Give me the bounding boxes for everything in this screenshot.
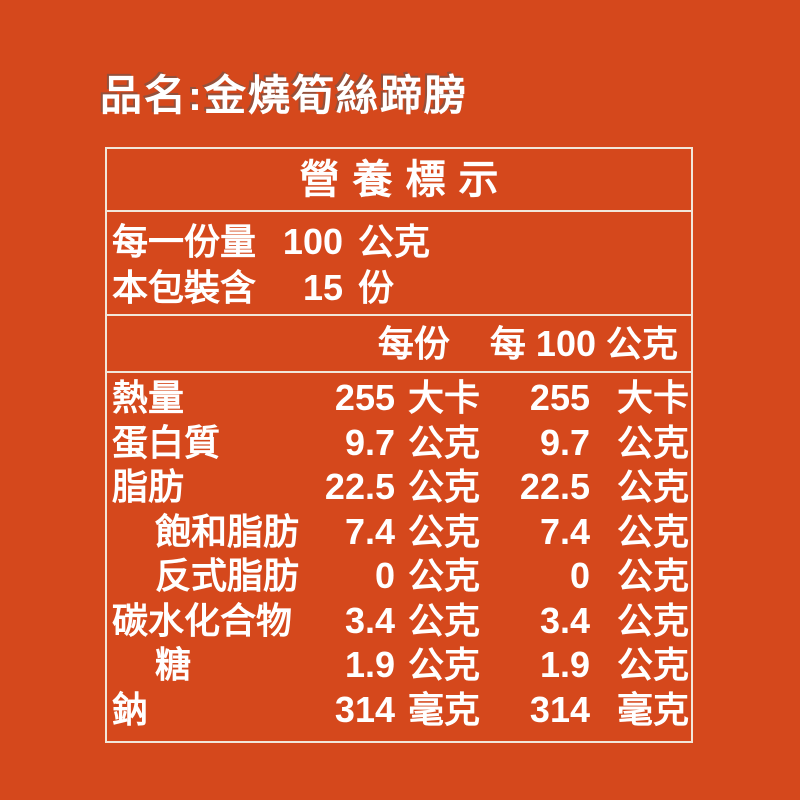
column-header-per-100g: 每 100 公克: [489, 323, 678, 364]
per-100g-unit: 公克: [617, 644, 690, 685]
nutrient-label: 反式脂肪: [155, 555, 300, 596]
per-100g-unit: 公克: [617, 555, 690, 596]
per-serving-value: 0: [374, 555, 395, 596]
nutrient-row-trans-fat: 反式脂肪 0 公克 0 公克: [107, 554, 691, 599]
per-100g-value: 314: [529, 688, 590, 730]
per-100g-unit: 公克: [617, 421, 690, 463]
per-serving-value: 1.9: [344, 644, 395, 685]
nutrient-label: 脂肪: [112, 466, 185, 507]
nutrient-row-sodium: 鈉 314 毫克 314 毫克: [107, 688, 691, 733]
servings-per-package-row: 本包裝含 15 份: [107, 265, 691, 311]
serving-size-row: 每一份量 100 公克: [107, 219, 691, 265]
nutrition-facts-table: 營養標示 每一份量 100 公克 本包裝含 15 份 每份 每 100 公克 熱…: [105, 147, 693, 743]
nutrient-row-calories: 熱量 255 大卡 255 大卡: [107, 376, 691, 421]
nutrient-row-sugar: 糖 1.9 公克 1.9 公克: [107, 643, 691, 688]
per-100g-value: 22.5: [519, 466, 590, 507]
per-serving-value: 22.5: [324, 466, 395, 507]
nutrient-label: 蛋白質: [112, 421, 221, 463]
per-serving-unit: 毫克: [408, 688, 481, 730]
per-100g-unit: 公克: [617, 466, 690, 507]
nutrient-row-saturated-fat: 飽和脂肪 7.4 公克 7.4 公克: [107, 510, 691, 555]
per-100g-unit: 大卡: [617, 377, 690, 418]
per-100g-unit: 公克: [617, 599, 690, 641]
per-100g-value: 9.7: [539, 421, 590, 463]
per-100g-value: 1.9: [539, 644, 590, 685]
servings-per-package-label: 本包裝含: [112, 267, 257, 308]
per-100g-value: 7.4: [539, 510, 590, 552]
serving-size-value: 100: [282, 221, 343, 262]
per-serving-value: 255: [334, 377, 395, 418]
serving-size-unit: 公克: [358, 221, 431, 262]
per-100g-unit: 公克: [617, 510, 690, 552]
per-100g-value: 255: [529, 377, 590, 418]
per-serving-value: 314: [334, 688, 395, 730]
nutrient-row-fat: 脂肪 22.5 公克 22.5 公克: [107, 465, 691, 510]
per-serving-unit: 公克: [408, 510, 481, 552]
nutrient-row-carbohydrate: 碳水化合物 3.4 公克 3.4 公克: [107, 599, 691, 644]
nutrition-table-header: 營養標示: [107, 149, 691, 212]
serving-size-label: 每一份量: [112, 221, 257, 262]
per-100g-value: 3.4: [539, 599, 590, 641]
nutrient-row-protein: 蛋白質 9.7 公克 9.7 公克: [107, 421, 691, 466]
per-serving-unit: 公克: [408, 466, 481, 507]
per-serving-unit: 公克: [408, 599, 481, 641]
nutrient-label: 糖: [155, 644, 192, 685]
nutrient-label: 鈉: [112, 688, 149, 730]
serving-info-section: 每一份量 100 公克 本包裝含 15 份: [107, 212, 691, 316]
column-headers-row: 每份 每 100 公克: [107, 316, 691, 373]
per-100g-unit: 毫克: [617, 688, 690, 730]
per-serving-unit: 大卡: [408, 377, 481, 418]
nutrient-rows-section: 熱量 255 大卡 255 大卡 蛋白質 9.7 公克 9.7 公克 脂肪 22…: [107, 373, 691, 732]
servings-per-package-value: 15: [302, 267, 343, 308]
product-name-title: 品名:金燒筍絲蹄膀: [100, 72, 468, 119]
servings-per-package-unit: 份: [358, 267, 395, 308]
per-serving-value: 9.7: [344, 421, 395, 463]
per-100g-value: 0: [569, 555, 590, 596]
nutrient-label: 碳水化合物: [112, 599, 293, 641]
per-serving-unit: 公克: [408, 644, 481, 685]
per-serving-value: 7.4: [344, 510, 395, 552]
nutrient-label: 飽和脂肪: [155, 510, 300, 552]
nutrient-label: 熱量: [112, 377, 185, 418]
per-serving-value: 3.4: [344, 599, 395, 641]
column-header-per-serving: 每份: [377, 323, 450, 364]
per-serving-unit: 公克: [408, 555, 481, 596]
per-serving-unit: 公克: [408, 421, 481, 463]
